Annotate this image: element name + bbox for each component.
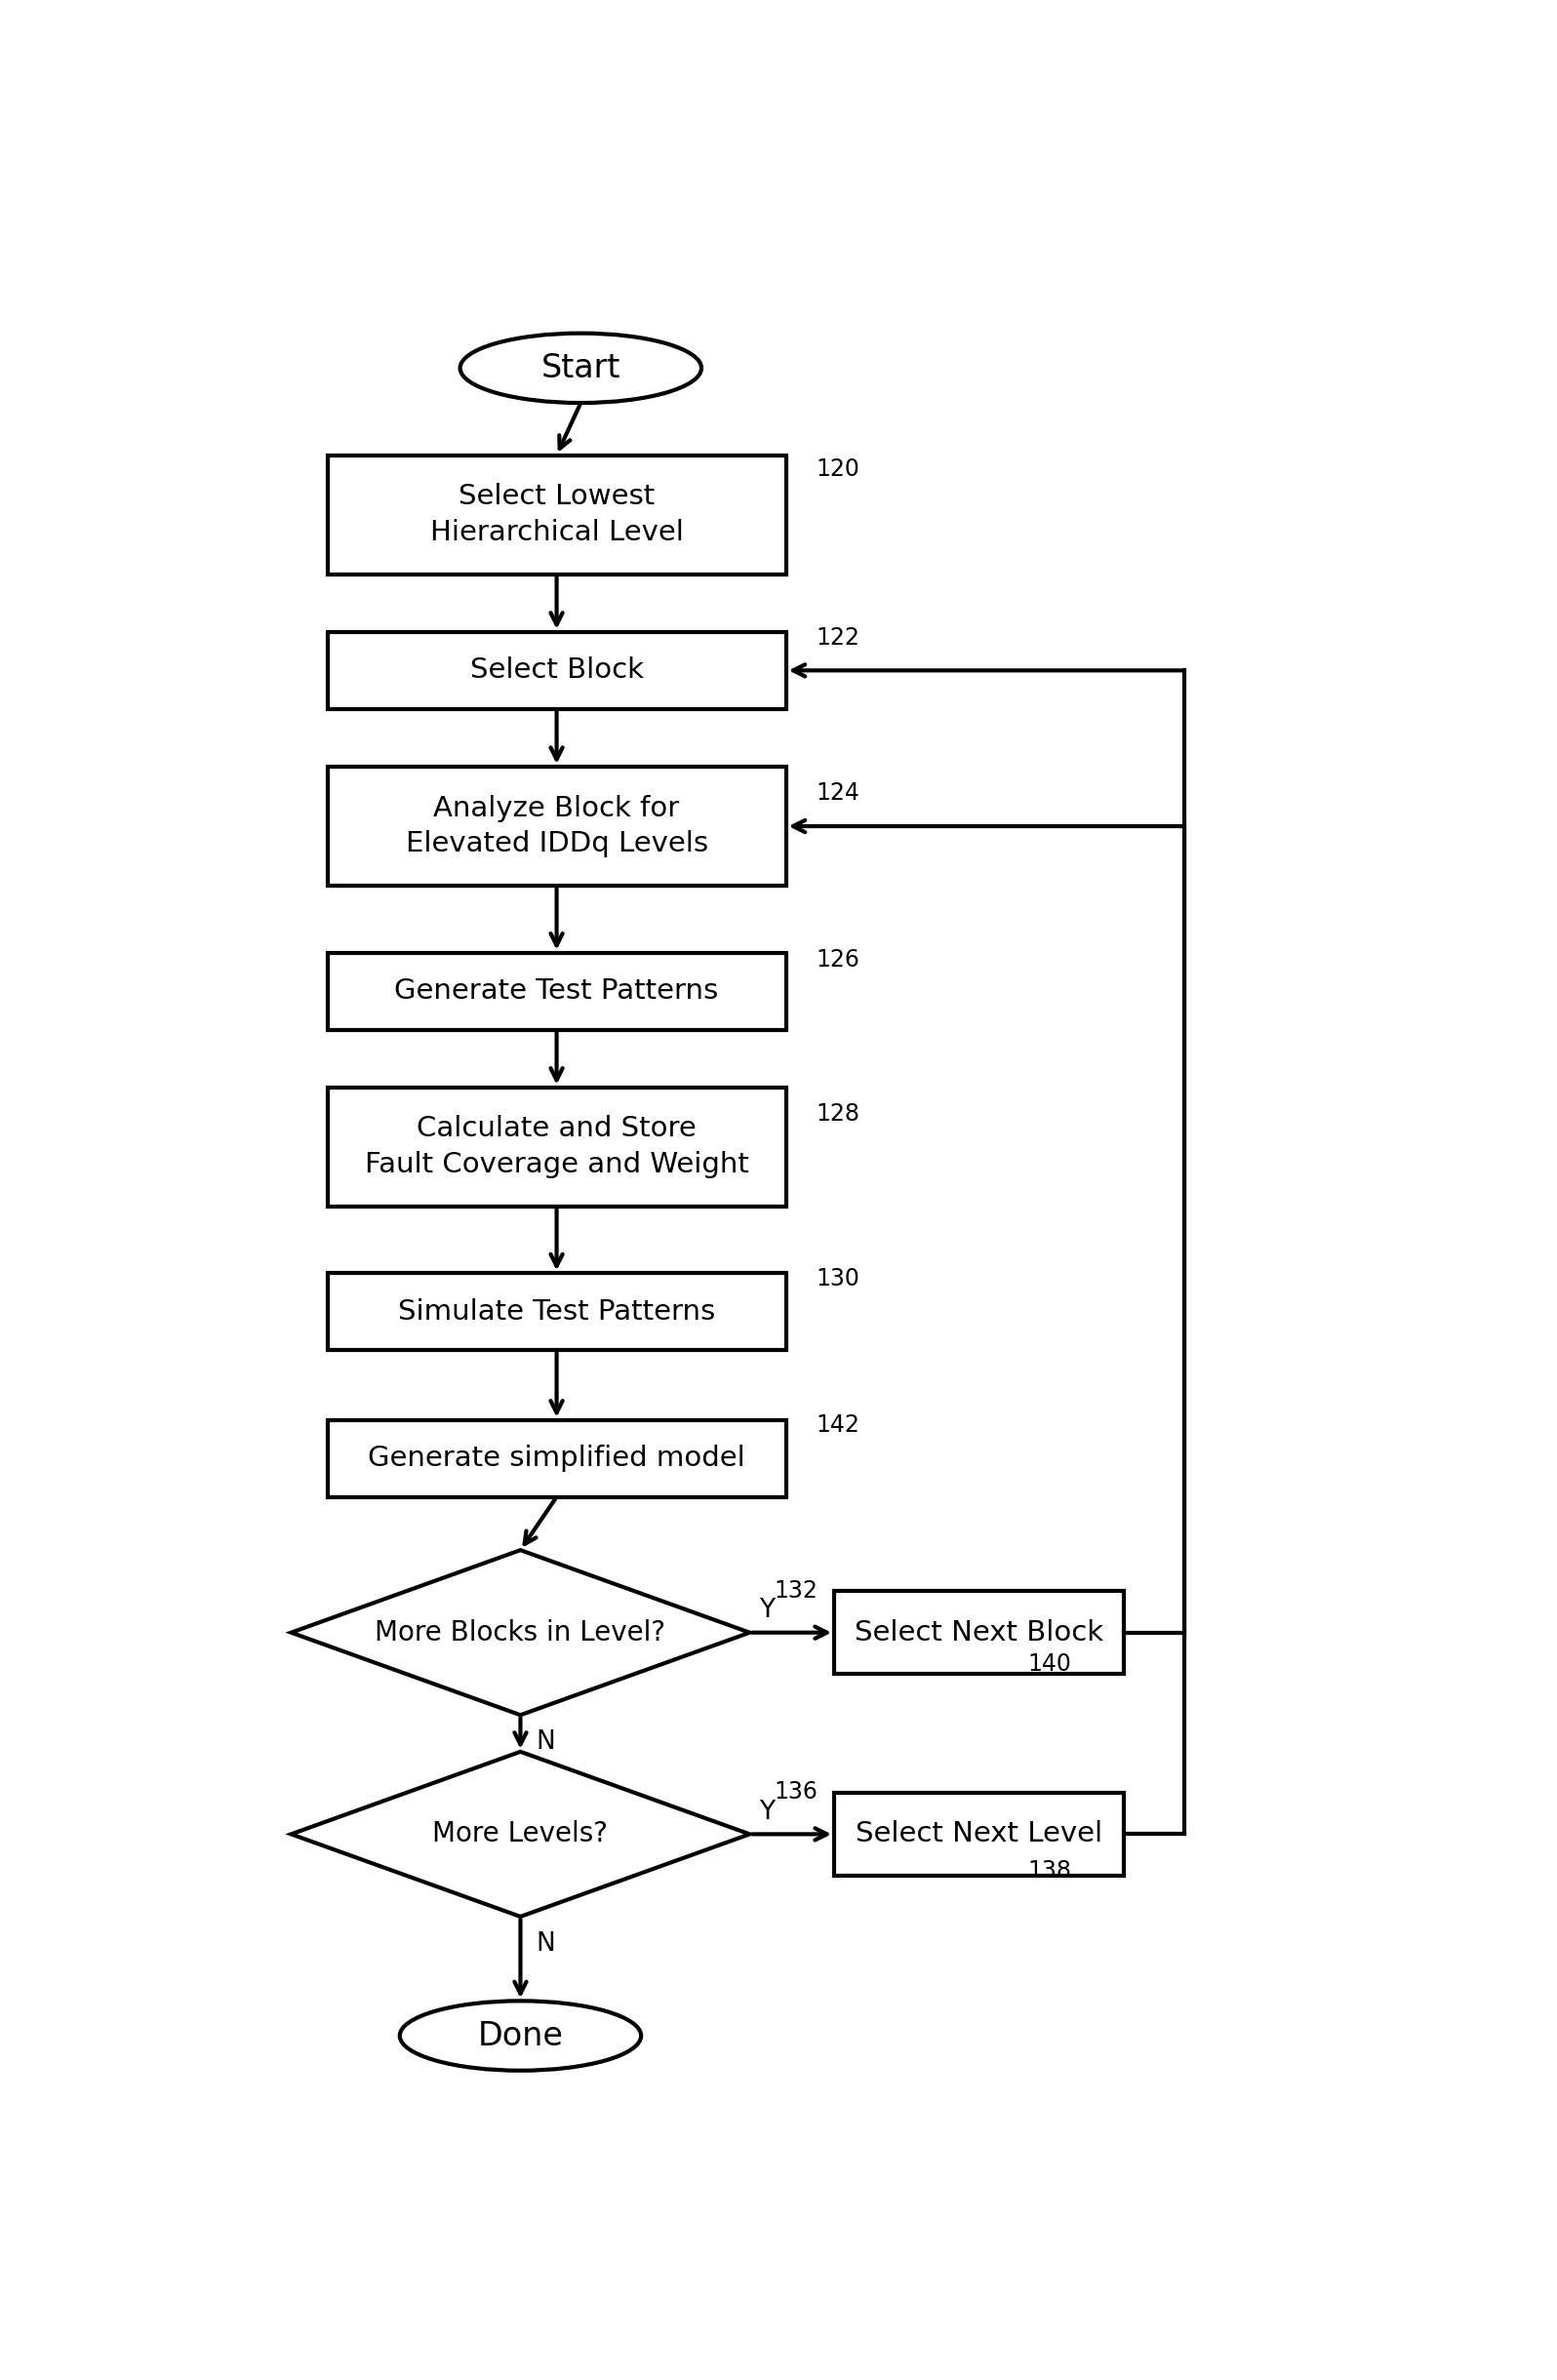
Text: 142: 142 [816, 1414, 859, 1438]
Text: Select Next Block: Select Next Block [855, 1618, 1104, 1647]
Bar [327, 766, 786, 885]
Text: Start: Start [542, 352, 620, 383]
Text: 122: 122 [816, 626, 859, 650]
Bar [327, 952, 786, 1031]
Text: Generate Test Patterns: Generate Test Patterns [394, 978, 719, 1004]
Text: N: N [536, 1930, 556, 1956]
Text: Generate simplified model: Generate simplified model [367, 1445, 746, 1473]
Bar [327, 1273, 786, 1349]
Text: Simulate Test Patterns: Simulate Test Patterns [399, 1297, 715, 1326]
Text: 132: 132 [774, 1578, 817, 1602]
Bar [327, 1421, 786, 1497]
Bar [835, 1792, 1124, 1875]
Polygon shape [291, 1549, 750, 1716]
Bar [327, 1088, 786, 1207]
Text: 128: 128 [816, 1102, 859, 1126]
Text: 138: 138 [1028, 1859, 1071, 1883]
Text: Analyze Block for
Elevated IDDq Levels: Analyze Block for Elevated IDDq Levels [405, 795, 708, 857]
Text: Y: Y [760, 1597, 775, 1623]
Text: 124: 124 [816, 781, 859, 804]
Text: More Levels?: More Levels? [433, 1821, 609, 1847]
Bar [327, 455, 786, 574]
Text: 136: 136 [774, 1780, 817, 1804]
Bar [835, 1592, 1124, 1673]
Bar [327, 633, 786, 709]
Text: Select Lowest
Hierarchical Level: Select Lowest Hierarchical Level [430, 483, 684, 547]
Ellipse shape [459, 333, 701, 402]
Text: Select Block: Select Block [470, 657, 643, 683]
Text: 140: 140 [1028, 1652, 1071, 1676]
Text: Calculate and Store
Fault Coverage and Weight: Calculate and Store Fault Coverage and W… [364, 1116, 749, 1178]
Text: More Blocks in Level?: More Blocks in Level? [375, 1618, 666, 1647]
Text: Select Next Level: Select Next Level [855, 1821, 1102, 1847]
Ellipse shape [400, 2002, 641, 2071]
Text: 126: 126 [816, 947, 859, 971]
Text: N: N [536, 1730, 556, 1754]
Text: 120: 120 [816, 457, 859, 481]
Polygon shape [291, 1752, 750, 1916]
Text: Done: Done [478, 2021, 564, 2052]
Text: Y: Y [760, 1799, 775, 1825]
Text: 130: 130 [816, 1266, 859, 1290]
